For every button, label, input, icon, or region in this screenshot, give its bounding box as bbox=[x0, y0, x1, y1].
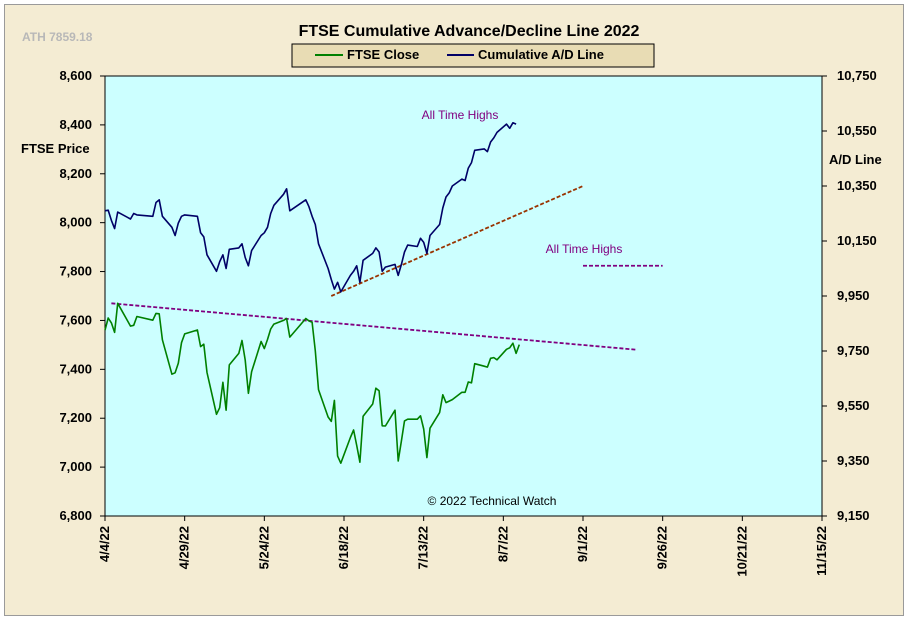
x-tick-label: 11/15/22 bbox=[814, 526, 829, 576]
annotation-all-time-highs-level: All Time Highs bbox=[546, 242, 623, 256]
right-axis-title: A/D Line bbox=[829, 152, 882, 167]
axes: 6,800 7,000 7,200 7,400 7,600 7,800 8,000 8,200… bbox=[59, 68, 876, 577]
legend-label-ftse: FTSE Close bbox=[347, 47, 419, 62]
plot-area bbox=[104, 75, 823, 517]
legend-label-ad: Cumulative A/D Line bbox=[478, 47, 604, 62]
right-tick-label: 9,550 bbox=[837, 398, 870, 413]
x-tick-label: 4/29/22 bbox=[177, 526, 192, 569]
left-tick-label: 7,200 bbox=[59, 410, 92, 425]
left-tick-label: 7,400 bbox=[59, 361, 92, 376]
left-tick-label: 8,400 bbox=[59, 117, 92, 132]
series-lines bbox=[104, 122, 521, 465]
right-tick-label: 9,950 bbox=[837, 288, 870, 303]
right-tick-label: 10,150 bbox=[837, 233, 877, 248]
left-tick-label: 7,000 bbox=[59, 459, 92, 474]
left-tick-label: 7,800 bbox=[59, 264, 92, 279]
annotation-all-time-highs-peak: All Time Highs bbox=[422, 108, 499, 122]
ad-support-trendline bbox=[330, 185, 584, 297]
x-tick-label: 8/7/22 bbox=[495, 526, 510, 562]
annotations: All Time Highs All Time Highs bbox=[422, 108, 623, 256]
x-tick-label: 4/4/22 bbox=[97, 526, 112, 562]
ad-line bbox=[104, 122, 517, 293]
x-tick-label: 7/13/22 bbox=[416, 526, 431, 569]
left-axis-title: FTSE Price bbox=[21, 141, 90, 156]
left-tick-label: 8,200 bbox=[59, 166, 92, 181]
copyright-text: © 2022 Technical Watch bbox=[428, 494, 557, 508]
left-tick-label: 6,800 bbox=[59, 508, 92, 523]
chart-title: FTSE Cumulative Advance/Decline Line 202… bbox=[299, 23, 640, 40]
x-tick-label: 9/26/22 bbox=[655, 526, 670, 569]
right-tick-label: 10,750 bbox=[837, 68, 877, 83]
right-tick-label: 10,550 bbox=[837, 123, 877, 138]
x-tick-label: 5/24/22 bbox=[256, 526, 271, 569]
right-tick-label: 10,350 bbox=[837, 178, 877, 193]
right-tick-label: 9,350 bbox=[837, 453, 870, 468]
right-tick-label: 9,750 bbox=[837, 343, 870, 358]
ath-label: ATH 7859.18 bbox=[22, 30, 93, 44]
x-tick-label: 9/1/22 bbox=[575, 526, 590, 562]
x-tick-label: 6/18/22 bbox=[336, 526, 351, 569]
left-tick-label: 8,000 bbox=[59, 215, 92, 230]
left-tick-label: 8,600 bbox=[59, 68, 92, 83]
trendlines bbox=[111, 185, 663, 351]
ftse-ath-trendline bbox=[111, 302, 638, 351]
right-tick-label: 9,150 bbox=[837, 508, 870, 523]
left-tick-label: 7,600 bbox=[59, 312, 92, 327]
x-tick-label: 10/21/22 bbox=[734, 526, 749, 577]
ftse-close-line bbox=[104, 302, 521, 465]
